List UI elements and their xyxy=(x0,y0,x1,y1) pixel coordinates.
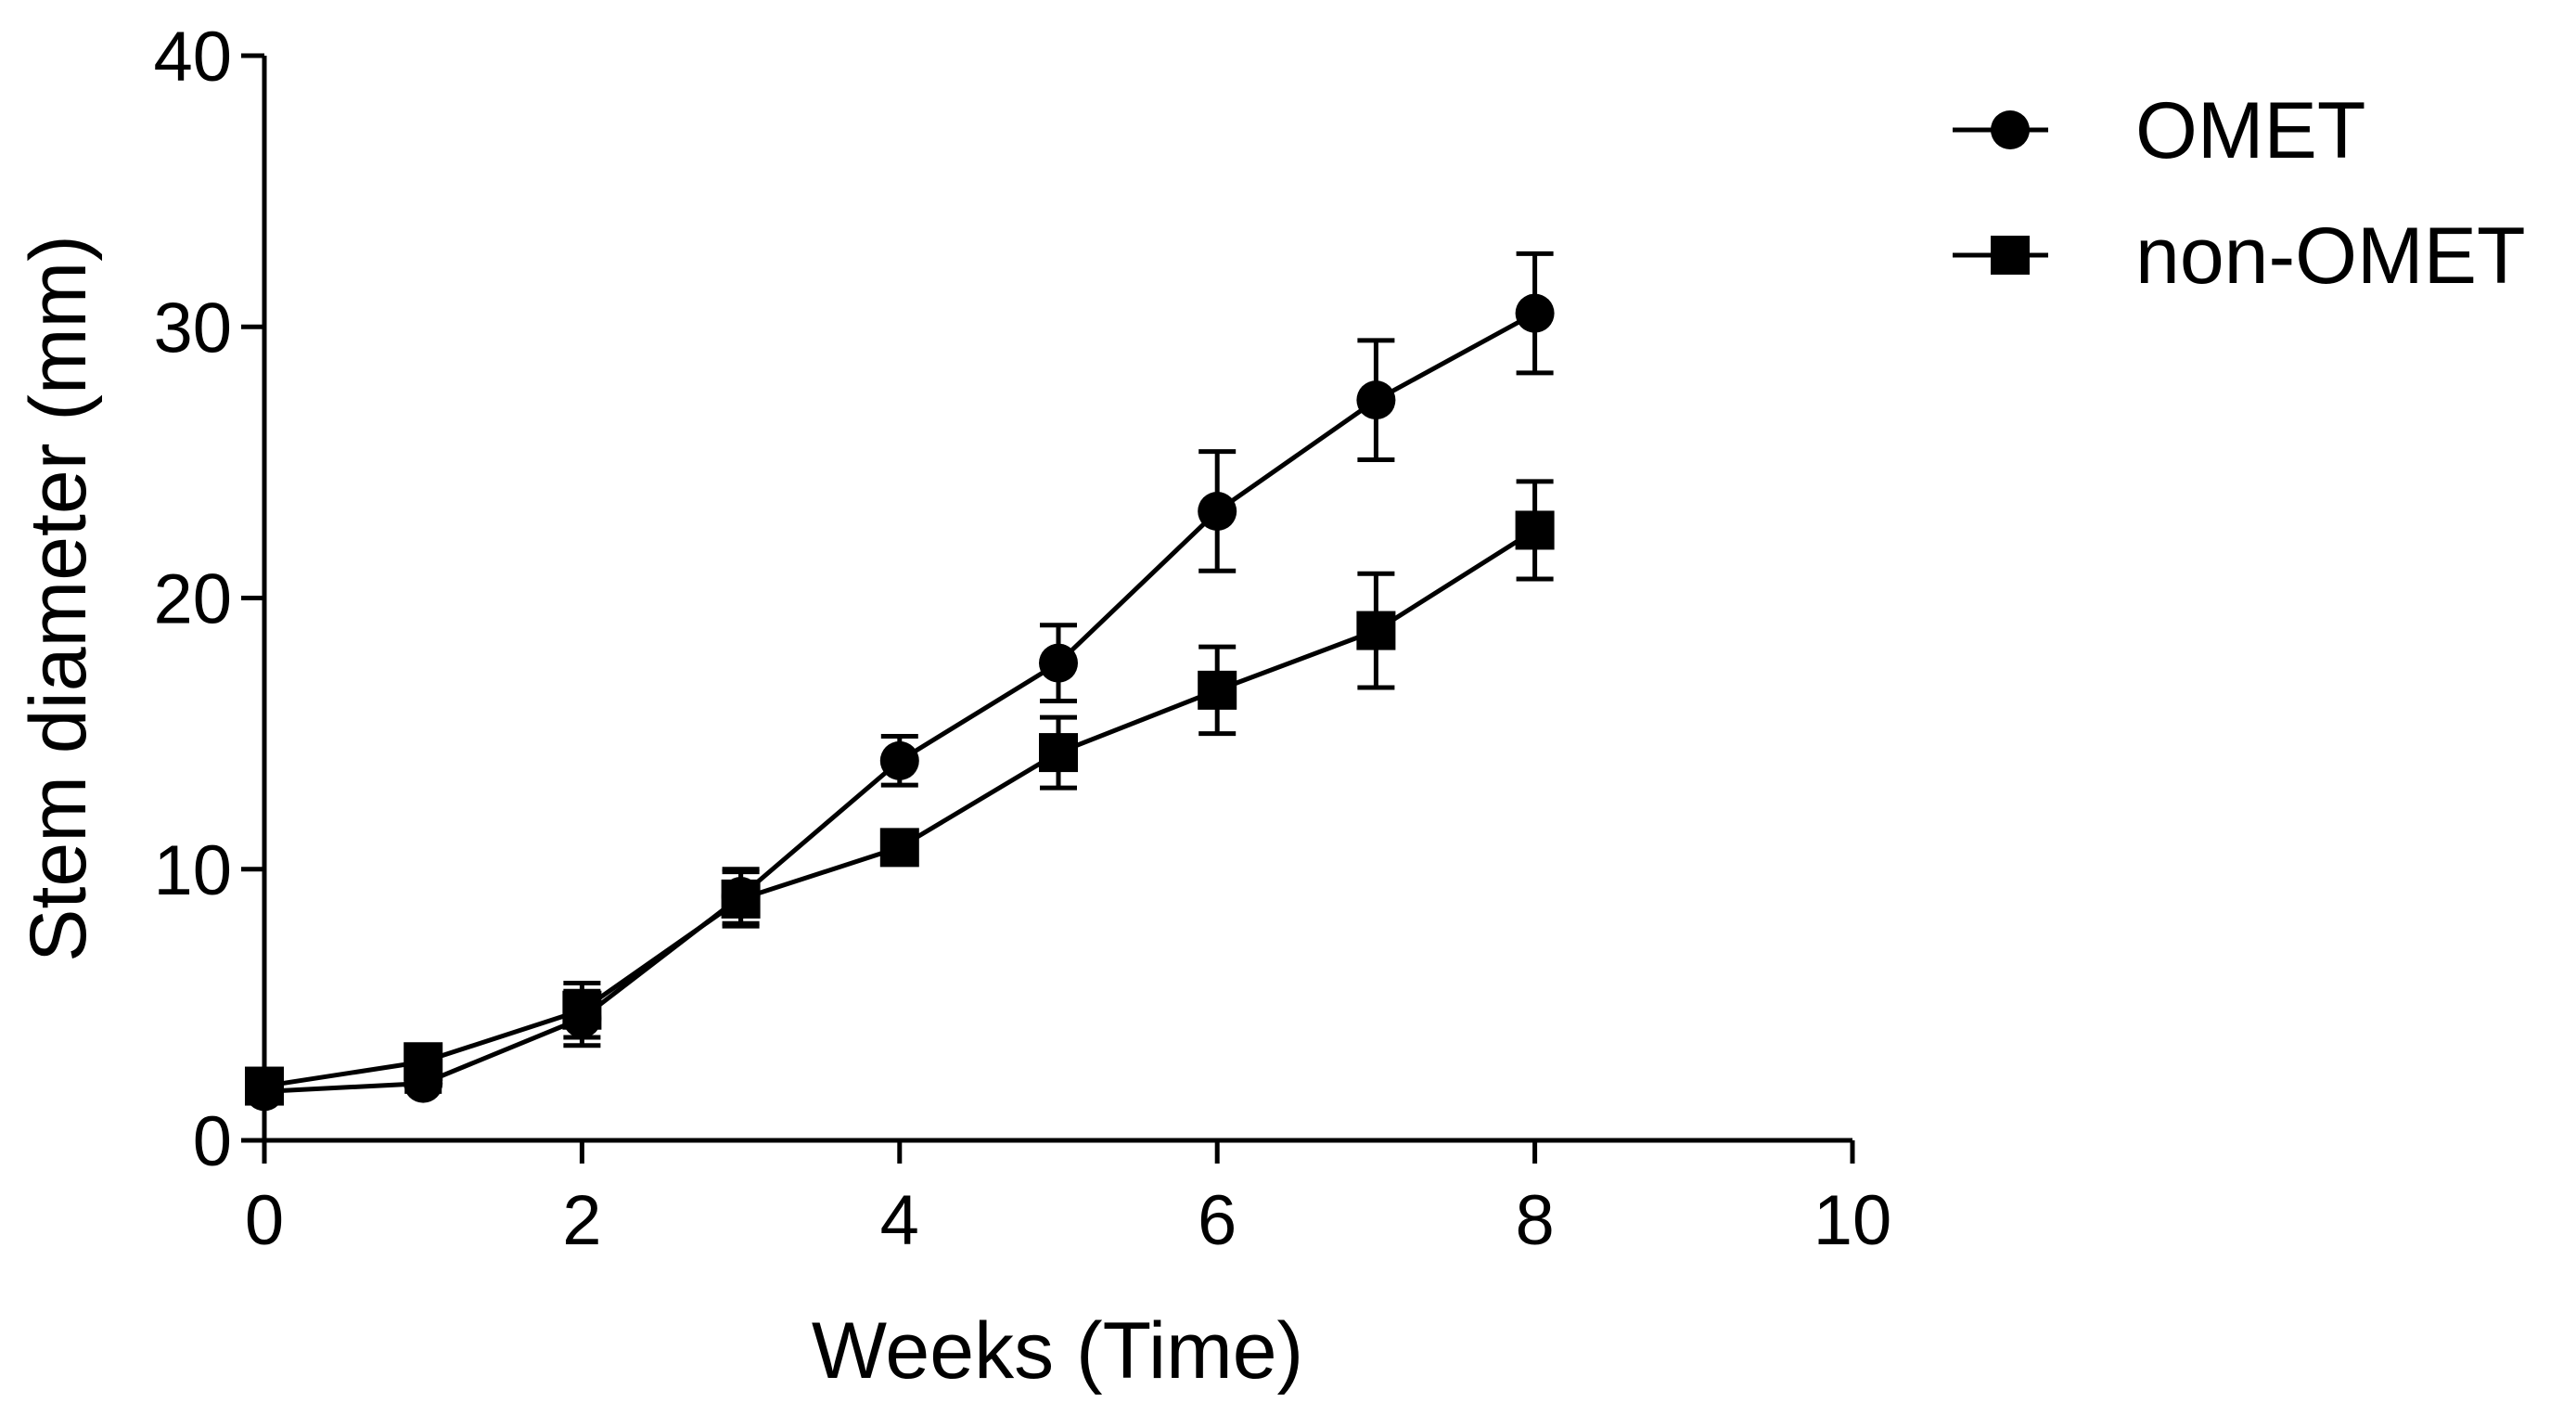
legend-marker-omet xyxy=(1991,110,2030,149)
legend-marker-non-omet xyxy=(1991,236,2030,275)
point-omet-5 xyxy=(1039,644,1078,683)
y-tick-label-40: 40 xyxy=(153,18,232,96)
x-ticks: 0 2 4 6 8 10 xyxy=(245,1140,1891,1260)
point-omet-7 xyxy=(1356,380,1395,419)
legend-label-omet: OMET xyxy=(2135,86,2365,175)
y-tick-label-20: 20 xyxy=(153,560,232,639)
x-tick-label-2: 2 xyxy=(562,1181,601,1260)
point-non-omet-8 xyxy=(1516,510,1555,549)
x-tick-label-6: 6 xyxy=(1198,1181,1237,1260)
point-omet-1 xyxy=(404,1064,442,1103)
point-omet-4 xyxy=(880,741,919,780)
y-axis-title: Stem diameter (mm) xyxy=(14,235,103,962)
series-line-non-omet xyxy=(264,530,1535,1086)
x-tick-label-4: 4 xyxy=(880,1181,919,1260)
point-non-omet-7 xyxy=(1356,611,1395,650)
line-chart: 0 10 20 30 40 0 2 4 6 8 10 Stem diameter (mm) Wee… xyxy=(0,0,2576,1415)
series-layer xyxy=(245,253,1555,1111)
series-omet xyxy=(245,253,1555,1111)
point-omet-2 xyxy=(562,998,601,1037)
point-non-omet-6 xyxy=(1198,671,1237,710)
y-ticks: 0 10 20 30 40 xyxy=(153,18,264,1181)
y-tick-label-10: 10 xyxy=(153,831,232,910)
legend-item-non-omet: non-OMET xyxy=(1953,212,2526,301)
point-omet-8 xyxy=(1516,294,1555,333)
x-tick-label-0: 0 xyxy=(245,1181,284,1260)
legend-item-omet: OMET xyxy=(1953,86,2365,175)
y-tick-label-0: 0 xyxy=(193,1102,232,1181)
y-tick-label-30: 30 xyxy=(153,289,232,367)
x-axis-title: Weeks (Time) xyxy=(812,1306,1303,1396)
x-tick-label-10: 10 xyxy=(1813,1181,1892,1260)
point-non-omet-4 xyxy=(880,828,919,867)
point-non-omet-5 xyxy=(1039,733,1078,772)
x-tick-label-8: 8 xyxy=(1515,1181,1554,1260)
point-omet-3 xyxy=(722,877,761,916)
series-non-omet xyxy=(245,482,1555,1106)
point-omet-0 xyxy=(245,1072,284,1111)
series-line-omet xyxy=(264,314,1535,1092)
point-omet-6 xyxy=(1198,492,1237,531)
axes xyxy=(264,56,1852,1140)
legend-label-non-omet: non-OMET xyxy=(2135,212,2526,301)
legend: OMET non-OMET xyxy=(1953,86,2526,301)
